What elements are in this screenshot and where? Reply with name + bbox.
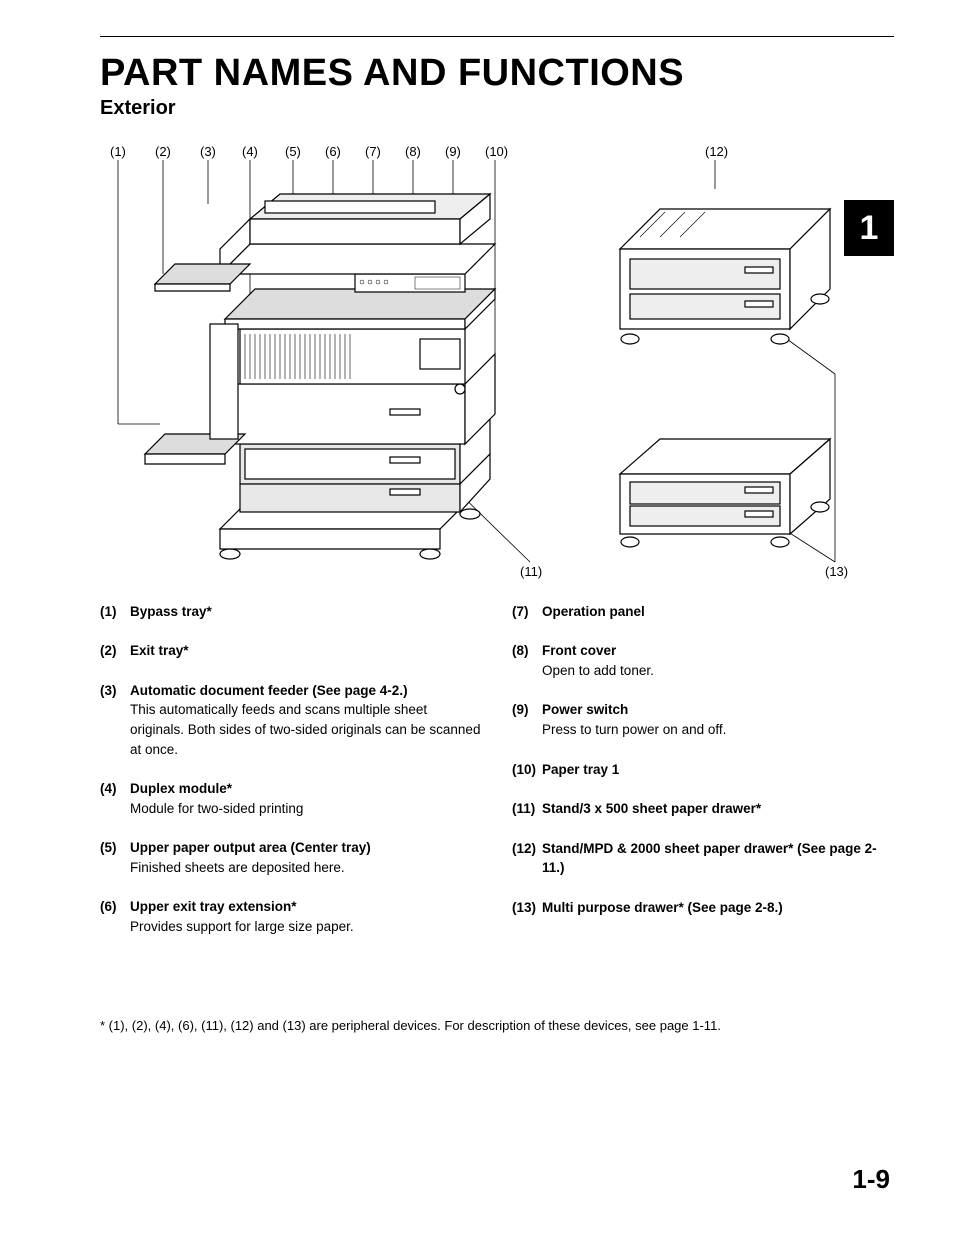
item-num: (12) (512, 839, 542, 878)
item-num: (10) (512, 760, 542, 780)
item-9: (9) Power switch Press to turn power on … (512, 700, 894, 739)
accessory-bottom-illustration (590, 424, 840, 574)
item-name: Stand/MPD & 2000 sheet paper drawer* (Se… (542, 841, 877, 876)
item-name: Bypass tray* (130, 604, 212, 619)
item-7: (7) Operation panel (512, 602, 894, 622)
parts-list-right: (7) Operation panel (8) Front cover Open… (512, 602, 894, 957)
callout-3: (3) (200, 144, 216, 159)
callout-8: (8) (405, 144, 421, 159)
item-name: Power switch (542, 702, 628, 717)
item-11: (11) Stand/3 x 500 sheet paper drawer* (512, 799, 894, 819)
item-name: Upper exit tray extension* (130, 899, 297, 914)
item-name: Upper paper output area (Center tray) (130, 840, 371, 855)
item-8: (8) Front cover Open to add toner. (512, 641, 894, 680)
item-num: (2) (100, 641, 130, 661)
callout-10: (10) (485, 144, 508, 159)
item-num: (7) (512, 602, 542, 622)
item-num: (4) (100, 779, 130, 818)
item-num: (8) (512, 641, 542, 680)
item-desc: Press to turn power on and off. (542, 720, 894, 740)
item-num: (6) (100, 897, 130, 936)
item-2: (2) Exit tray* (100, 641, 482, 661)
item-desc: Provides support for large size paper. (130, 917, 482, 937)
page-title: PART NAMES AND FUNCTIONS (100, 53, 894, 95)
callout-1: (1) (110, 144, 126, 159)
item-name: Duplex module* (130, 781, 232, 796)
item-desc: Open to add toner. (542, 661, 894, 681)
item-4: (4) Duplex module* Module for two-sided … (100, 779, 482, 818)
item-num: (3) (100, 681, 130, 759)
page-subtitle: Exterior (100, 97, 894, 120)
printer-main-illustration (130, 189, 510, 569)
parts-list: (1) Bypass tray* (2) Exit tray* (3) Auto… (100, 602, 894, 957)
item-6: (6) Upper exit tray extension* Provides … (100, 897, 482, 936)
item-name: Multi purpose drawer* (See page 2-8.) (542, 900, 783, 915)
callout-5: (5) (285, 144, 301, 159)
callout-2: (2) (155, 144, 171, 159)
callout-4: (4) (242, 144, 258, 159)
item-name: Paper tray 1 (542, 762, 619, 777)
callout-6: (6) (325, 144, 341, 159)
diagram: (1) (2) (3) (4) (5) (6) (7) (8) (9) (10)… (100, 144, 860, 584)
item-12: (12) Stand/MPD & 2000 sheet paper drawer… (512, 839, 894, 878)
item-num: (13) (512, 898, 542, 918)
item-desc: This automatically feeds and scans multi… (130, 700, 482, 759)
item-name: Stand/3 x 500 sheet paper drawer* (542, 801, 761, 816)
callout-9: (9) (445, 144, 461, 159)
accessory-top-illustration (590, 189, 840, 369)
item-num: (5) (100, 838, 130, 877)
item-13: (13) Multi purpose drawer* (See page 2-8… (512, 898, 894, 918)
callout-12: (12) (705, 144, 728, 159)
parts-list-left: (1) Bypass tray* (2) Exit tray* (3) Auto… (100, 602, 482, 957)
item-5: (5) Upper paper output area (Center tray… (100, 838, 482, 877)
item-10: (10) Paper tray 1 (512, 760, 894, 780)
item-name: Exit tray* (130, 643, 189, 658)
item-num: (1) (100, 602, 130, 622)
top-rule (100, 36, 894, 37)
item-num: (11) (512, 799, 542, 819)
item-name: Automatic document feeder (See page 4-2.… (130, 683, 408, 698)
item-name: Operation panel (542, 604, 645, 619)
item-name: Front cover (542, 643, 616, 658)
item-desc: Module for two-sided printing (130, 799, 482, 819)
footnote: * (1), (2), (4), (6), (11), (12) and (13… (100, 1017, 894, 1035)
page-number: 1-9 (852, 1164, 890, 1195)
item-3: (3) Automatic document feeder (See page … (100, 681, 482, 759)
item-num: (9) (512, 700, 542, 739)
callout-7: (7) (365, 144, 381, 159)
chapter-number: 1 (860, 209, 879, 248)
item-1: (1) Bypass tray* (100, 602, 482, 622)
callout-11: (11) (520, 564, 542, 579)
item-desc: Finished sheets are deposited here. (130, 858, 482, 878)
